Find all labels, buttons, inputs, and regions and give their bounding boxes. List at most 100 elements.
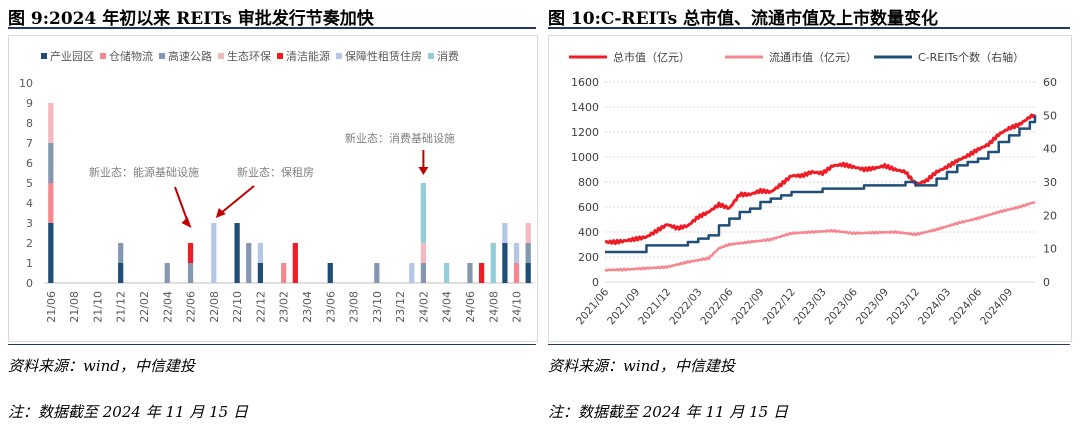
right-bottom-rule bbox=[548, 344, 1070, 345]
series-line-0 bbox=[604, 113, 1037, 245]
legend: 总市值（亿元） 流通市值（亿元） C-REITs个数（右轴） bbox=[569, 50, 1024, 64]
x-tick-label: 22/06 bbox=[185, 291, 198, 323]
right-title-rule bbox=[548, 27, 1070, 29]
bar-24/01-5 bbox=[409, 263, 415, 283]
x-tick-label: 22/12 bbox=[254, 291, 267, 323]
right-source: 资料来源：wind，中信建投 bbox=[548, 357, 735, 375]
bar-23/10-2 bbox=[374, 263, 380, 283]
series-line-2 bbox=[605, 115, 1037, 254]
y-right-tick-label: 50 bbox=[1043, 109, 1057, 122]
y-right-tick-label: 20 bbox=[1043, 209, 1057, 222]
y-right-tick-label: 30 bbox=[1043, 176, 1057, 189]
y-left-tick-label: 1000 bbox=[571, 151, 599, 164]
x-tick-label: 21/12 bbox=[115, 291, 128, 323]
x-tick-label: 23/08 bbox=[348, 291, 361, 323]
legend-label-1: 流通市值（亿元） bbox=[769, 50, 857, 64]
market-value-line-chart: 总市值（亿元） 流通市值（亿元） C-REITs个数（右轴）020040060080… bbox=[569, 50, 1057, 327]
annotation-energy-arrowhead bbox=[181, 217, 192, 228]
legend-label-0: 总市值（亿元） bbox=[613, 50, 690, 64]
y-tick-label: 8 bbox=[26, 117, 33, 130]
right-chart-title: 图 10:C-REITs 总市值、流通市值及上市数量变化 bbox=[548, 9, 939, 29]
bar-22/08-5 bbox=[211, 223, 217, 283]
bar-22/06-2 bbox=[187, 263, 194, 283]
x-tick-label: 21/08 bbox=[68, 291, 81, 323]
x-tick-label: 21/06 bbox=[45, 291, 58, 323]
legend-swatch-4 bbox=[277, 53, 283, 59]
y-tick-label: 0 bbox=[26, 277, 33, 290]
y-tick-label: 2 bbox=[26, 237, 33, 250]
bar-22/11-2 bbox=[246, 243, 252, 283]
legend-swatch-1 bbox=[100, 53, 106, 59]
y-left-tick-label: 200 bbox=[578, 251, 599, 264]
bar-21/06-2 bbox=[48, 143, 54, 183]
x-tick-label: 2024/09 bbox=[978, 286, 1015, 327]
y-right-tick-label: 10 bbox=[1043, 243, 1057, 256]
y-tick-label: 9 bbox=[26, 97, 33, 110]
bar-21/06-1 bbox=[48, 183, 54, 223]
bar-24/11-2 bbox=[525, 243, 531, 263]
approval-bar-chart: 产业园区 仓储物流 高速公路 生态环保 清洁能源 保障性租赁住房 消费 0 1 2 3 4 5 6 7 8 9 1… bbox=[19, 49, 534, 323]
left-chart-title: 图 9:2024 年初以来 REITs 审批发行节奏加快 bbox=[8, 9, 374, 29]
bar-22/10-0 bbox=[234, 223, 240, 283]
x-tick-label: 24/08 bbox=[487, 291, 500, 323]
y-right-tick-label: 60 bbox=[1043, 76, 1057, 89]
legend-label-2: C-REITs个数（右轴） bbox=[918, 50, 1024, 64]
x-tick-label: 23/02 bbox=[278, 291, 291, 323]
x-tick-label: 22/08 bbox=[208, 291, 221, 323]
legend-label-5: 保障性租赁住房 bbox=[345, 49, 422, 63]
x-tick-label: 23/12 bbox=[394, 291, 407, 323]
right-note: 注：数据截至 2024 年 11 月 15 日 bbox=[548, 403, 788, 421]
x-tick-label: 22/04 bbox=[161, 291, 174, 323]
x-tick-label: 21/10 bbox=[91, 291, 104, 323]
y-tick-label: 6 bbox=[26, 157, 33, 170]
bar-24/10-1 bbox=[513, 263, 520, 283]
bar-24/09-0 bbox=[502, 243, 508, 283]
y-left-tick-label: 800 bbox=[578, 176, 599, 189]
y-left-tick-label: 1200 bbox=[571, 126, 599, 139]
annotation-housing-arrowhead bbox=[215, 208, 226, 218]
bar-23/03-4 bbox=[292, 243, 298, 283]
legend-label-3: 生态环保 bbox=[227, 49, 271, 63]
left-note: 注：数据截至 2024 年 11 月 15 日 bbox=[8, 403, 248, 421]
y-left-tick-label: 0 bbox=[592, 276, 599, 289]
annotation-housing-arrow bbox=[219, 185, 255, 215]
bars bbox=[48, 103, 531, 283]
bar-21/12-0 bbox=[118, 263, 124, 283]
bar-21/06-3 bbox=[48, 103, 54, 143]
legend-swatch-3 bbox=[218, 53, 224, 59]
bar-23/02-1 bbox=[281, 263, 287, 283]
y-left-tick-label: 600 bbox=[578, 201, 599, 214]
y-right-tick-label: 0 bbox=[1043, 276, 1050, 289]
bar-24/11-0 bbox=[525, 263, 531, 283]
bar-21/12-2 bbox=[118, 243, 124, 263]
annotation-consumption: 新业态：消费基础设施 bbox=[345, 131, 455, 145]
y-right-tick-label: 40 bbox=[1043, 143, 1057, 156]
bar-21/06-0 bbox=[48, 223, 54, 283]
bar-24/06-2 bbox=[467, 263, 473, 283]
legend-label-0: 产业园区 bbox=[50, 49, 94, 63]
legend-label-2: 高速公路 bbox=[168, 49, 212, 63]
bar-24/07-4 bbox=[478, 263, 485, 283]
x-tick-label: 24/04 bbox=[441, 291, 454, 323]
legend: 产业园区 仓储物流 高速公路 生态环保 清洁能源 保障性租赁住房 消费 bbox=[41, 49, 459, 63]
bar-22/04-2 bbox=[164, 263, 170, 283]
y-tick-label: 4 bbox=[26, 197, 33, 210]
x-tick-label: 22/10 bbox=[231, 291, 244, 323]
bar-24/11-3 bbox=[525, 223, 531, 243]
left-chart-frame: 产业园区 仓储物流 高速公路 生态环保 清洁能源 保障性租赁住房 消费 0 1 2 3 4 5 6 7 8 9 1… bbox=[8, 35, 538, 342]
bar-23/06-0 bbox=[327, 263, 333, 283]
bar-22/12-5 bbox=[257, 243, 264, 263]
annotation-energy-arrow bbox=[174, 186, 190, 225]
legend-label-4: 清洁能源 bbox=[286, 49, 330, 63]
x-tick-label: 23/06 bbox=[324, 291, 337, 323]
left-source: 资料来源：wind，中信建投 bbox=[8, 357, 195, 375]
x-tick-label: 24/02 bbox=[417, 291, 430, 323]
y-tick-label: 5 bbox=[26, 177, 33, 190]
legend-swatch-6 bbox=[428, 53, 434, 59]
legend-label-6: 消费 bbox=[437, 49, 459, 63]
x-tick-label: 24/10 bbox=[511, 291, 524, 323]
y-left-tick-label: 1600 bbox=[571, 76, 599, 89]
legend-label-1: 仓储物流 bbox=[109, 49, 153, 63]
bar-24/08-6 bbox=[490, 243, 496, 283]
right-chart-frame: 总市值（亿元） 流通市值（亿元） C-REITs个数（右轴） 0 200 400 600 80… bbox=[548, 35, 1072, 342]
